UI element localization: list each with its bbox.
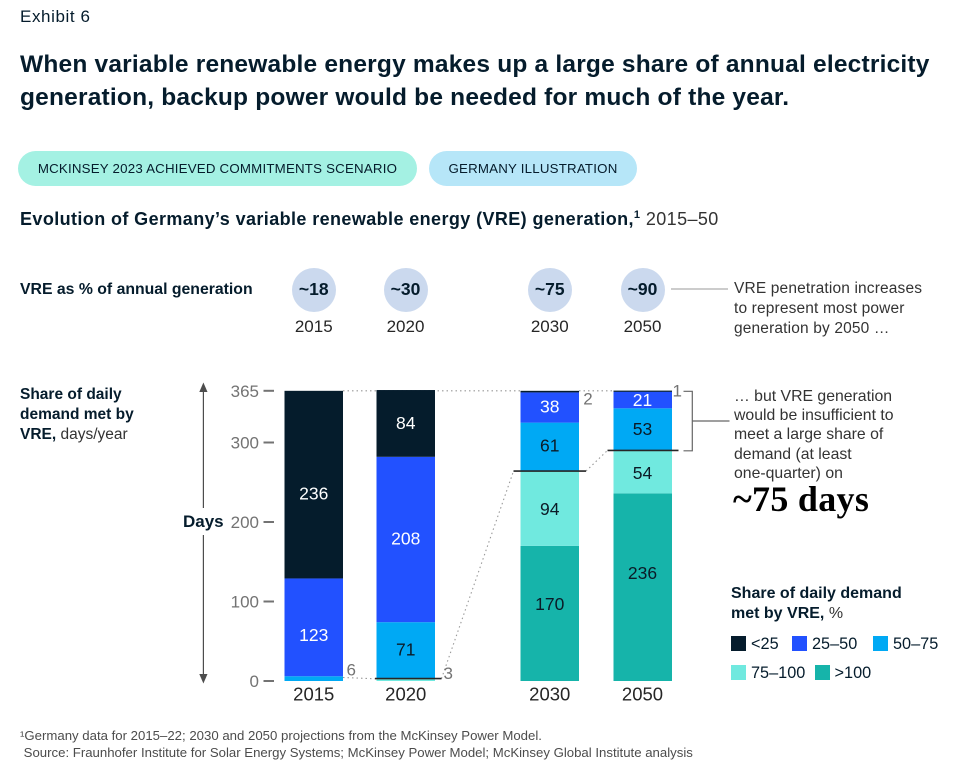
svg-text:21: 21: [633, 390, 652, 410]
svg-text:300: 300: [231, 434, 259, 453]
svg-text:38: 38: [540, 397, 559, 417]
svg-text:170: 170: [535, 594, 564, 614]
svg-text:53: 53: [633, 419, 652, 439]
svg-text:71: 71: [396, 640, 415, 660]
svg-text:100: 100: [231, 593, 259, 612]
svg-text:84: 84: [396, 413, 416, 433]
svg-text:94: 94: [540, 499, 560, 519]
svg-text:123: 123: [299, 625, 328, 645]
svg-text:0: 0: [250, 672, 259, 691]
svg-text:236: 236: [299, 483, 328, 503]
svg-text:2020: 2020: [385, 684, 426, 705]
svg-text:365: 365: [231, 382, 259, 401]
svg-text:3: 3: [444, 664, 453, 683]
svg-text:54: 54: [633, 463, 653, 483]
svg-text:1: 1: [673, 382, 682, 401]
svg-text:61: 61: [540, 436, 559, 456]
svg-text:2: 2: [583, 390, 592, 409]
svg-text:208: 208: [391, 529, 420, 549]
svg-text:200: 200: [231, 513, 259, 532]
svg-text:236: 236: [628, 563, 657, 583]
svg-text:2015: 2015: [293, 684, 334, 705]
svg-text:Days: Days: [183, 512, 224, 531]
svg-text:2050: 2050: [622, 684, 663, 705]
svg-text:6: 6: [347, 661, 356, 680]
svg-text:2030: 2030: [529, 684, 570, 705]
